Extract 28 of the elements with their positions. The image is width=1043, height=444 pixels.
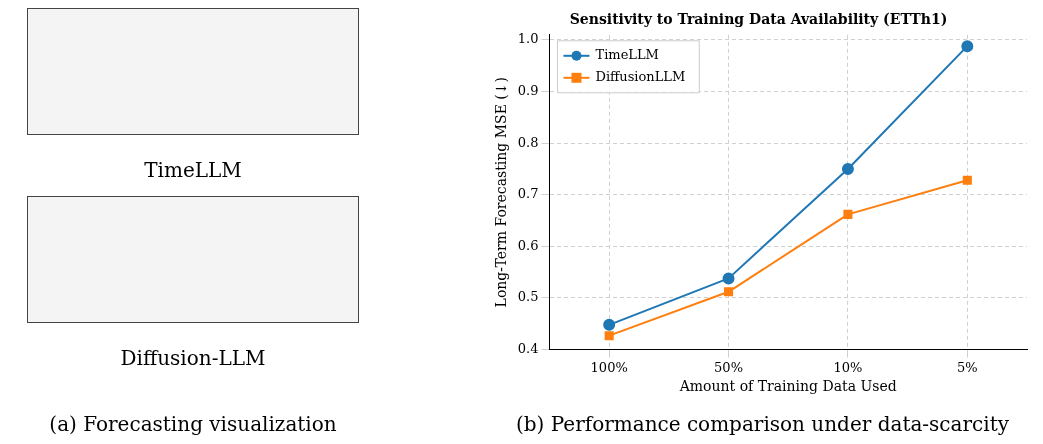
point [843, 209, 853, 219]
x-tick-label: 5% [957, 359, 978, 375]
point [603, 318, 616, 331]
y-axis-title: Long-Term Forecasting MSE (↓) [493, 77, 510, 308]
y-tick-label: 0.6 [517, 237, 539, 253]
point [724, 287, 734, 297]
y-tick-label: 0.4 [517, 340, 539, 356]
x-tick-label: 10% [833, 359, 863, 375]
y-tick-label: 0.8 [517, 134, 539, 150]
point [841, 162, 854, 175]
y-tick-label: 0.5 [517, 289, 539, 305]
x-tick-label: 50% [714, 359, 743, 375]
text: TimeLLM [143, 158, 243, 182]
legend-label: TimeLLM [595, 47, 659, 63]
chart-title: Sensitivity to Training Data Availability (ETTh1) [569, 11, 948, 28]
text: (a) Forecasting visualization [48, 412, 338, 436]
point [604, 331, 614, 341]
legend-label: DiffusionLLM [595, 69, 686, 85]
point [962, 175, 972, 185]
text: Diffusion-LLM [119, 346, 267, 370]
point [961, 40, 974, 53]
x-axis-title: Amount of Training Data Used [678, 378, 897, 395]
text: (b) Performance comparison under data-scarcity [515, 412, 1010, 436]
point [722, 272, 735, 285]
y-tick-label: 0.7 [517, 186, 539, 202]
x-tick-label: 100% [590, 359, 628, 375]
y-tick-label: 1.0 [517, 31, 539, 47]
y-tick-label: 0.9 [517, 82, 539, 98]
